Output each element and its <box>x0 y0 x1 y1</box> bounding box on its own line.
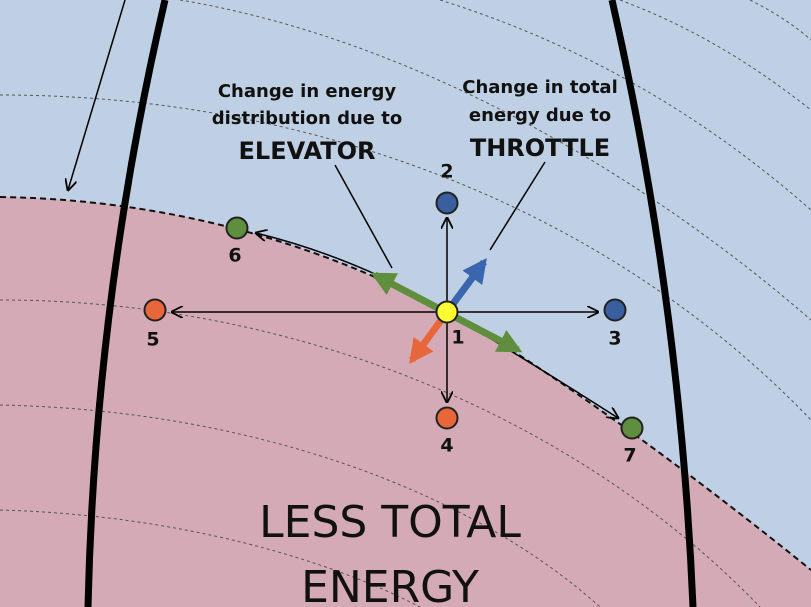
state-node <box>603 298 627 322</box>
boundary-curve <box>0 196 811 571</box>
state-node <box>620 416 644 440</box>
node-label: 3 <box>608 328 621 350</box>
node-label: 4 <box>440 435 453 457</box>
elevator-pointer <box>334 164 393 269</box>
envelope-left <box>84 0 169 607</box>
annotation-text: distribution due to <box>212 108 403 129</box>
annotation-text: energy due to <box>469 105 611 126</box>
annotation-emphasis: ELEVATOR <box>239 137 376 165</box>
region-label: LESS TOTAL <box>259 497 521 548</box>
state-node <box>435 191 459 215</box>
annotation-text: Change in energy <box>218 81 397 102</box>
low-energy-region <box>0 197 811 607</box>
node-label: 5 <box>146 329 159 351</box>
throttle-pointer <box>489 161 546 251</box>
region-label: ENERGY <box>301 562 479 607</box>
envelope-right <box>608 0 697 607</box>
node-label: 2 <box>440 161 453 183</box>
state-node <box>435 406 459 430</box>
node-label: 1 <box>451 327 464 349</box>
nodes: 1 2 3 4 5 6 7 <box>143 161 644 467</box>
state-node <box>143 298 167 322</box>
state-node <box>225 216 249 240</box>
state-node <box>435 300 459 324</box>
node-label: 7 <box>623 445 636 467</box>
node-label: 6 <box>228 245 241 267</box>
pointer-arrow <box>68 0 126 190</box>
annotation-emphasis: THROTTLE <box>470 134 610 162</box>
annotation-text: Change in total <box>462 77 618 98</box>
